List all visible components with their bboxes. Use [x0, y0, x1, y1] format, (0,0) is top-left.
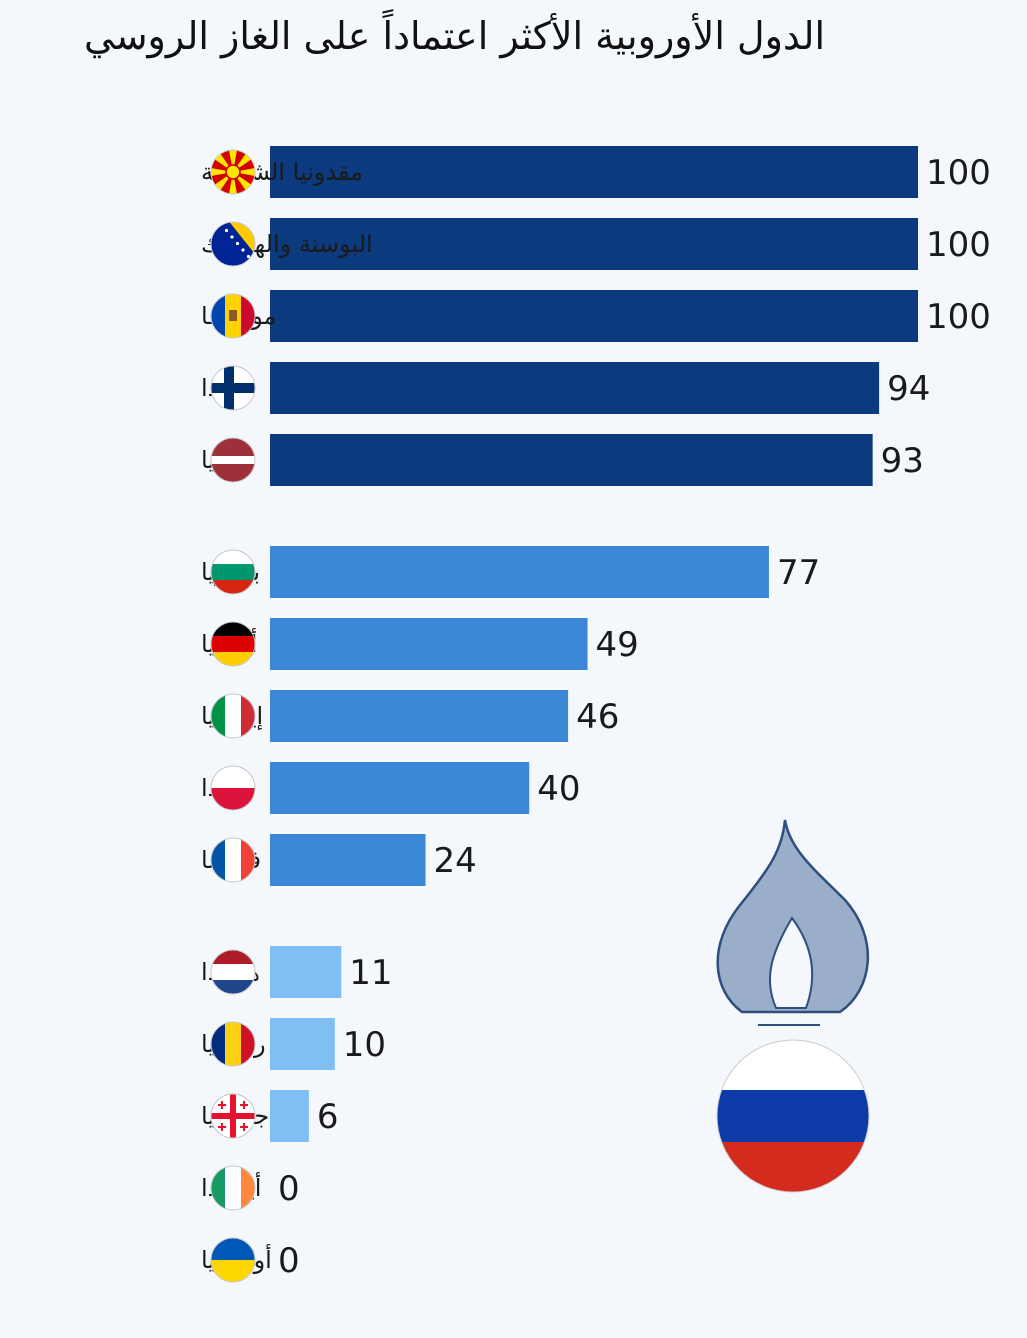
- bar: [270, 146, 918, 198]
- value-label: 46: [576, 697, 619, 737]
- bar: [270, 618, 588, 670]
- bar: [270, 290, 918, 342]
- bar: [270, 434, 873, 486]
- value-label: 10: [343, 1025, 386, 1065]
- bar: [270, 362, 880, 414]
- bar: [270, 834, 426, 886]
- romania-flag-icon: [210, 1021, 256, 1067]
- bar: [270, 690, 569, 742]
- value-label: 93: [881, 441, 924, 481]
- bar: [270, 1090, 309, 1142]
- value-label: 24: [434, 841, 477, 881]
- value-label: 100: [926, 225, 991, 265]
- russia-flag-icon: [716, 1039, 870, 1193]
- value-label: 100: [926, 297, 991, 337]
- georgia-flag-icon: [210, 1093, 256, 1139]
- finland-flag-icon: [210, 365, 256, 411]
- value-label: 0: [278, 1169, 300, 1209]
- bar-row: 49ألمانيا: [201, 618, 639, 670]
- bar: [270, 546, 769, 598]
- value-label: 11: [349, 953, 392, 993]
- france-flag-icon: [210, 837, 256, 883]
- value-label: 40: [537, 769, 580, 809]
- moldova-flag-icon: [210, 293, 256, 339]
- poland-flag-icon: [210, 765, 256, 811]
- netherlands-flag-icon: [210, 949, 256, 995]
- germany-flag-icon: [210, 621, 256, 667]
- bar-row: 77بلغاريا: [201, 546, 820, 598]
- ukraine-flag-icon: [210, 1237, 256, 1283]
- value-label: 6: [317, 1097, 339, 1137]
- bar-row: 94فنلندا: [201, 362, 930, 414]
- bar: [270, 946, 342, 998]
- bar-row: 46إيطاليا: [201, 690, 619, 742]
- value-label: 77: [777, 553, 820, 593]
- value-label: 49: [596, 625, 639, 665]
- value-label: 94: [887, 369, 930, 409]
- bulgaria-flag-icon: [210, 549, 256, 595]
- latvia-flag-icon: [210, 437, 256, 483]
- bar: [270, 1018, 335, 1070]
- value-label: 100: [926, 153, 991, 193]
- north-macedonia-flag-icon: [210, 149, 256, 195]
- bosnia-herzegovina-flag-icon: [210, 221, 256, 267]
- gas-flame-icon: [716, 819, 869, 1026]
- value-label: 0: [278, 1241, 300, 1281]
- chart-title: الدول الأوروبية الأكثر اعتماداً على الغا…: [84, 14, 825, 58]
- bar-row: 93لاتفيا: [201, 434, 924, 486]
- bar-row: 100مولدوفا: [201, 290, 991, 342]
- italy-flag-icon: [210, 693, 256, 739]
- ireland-flag-icon: [210, 1165, 256, 1211]
- bar: [270, 218, 918, 270]
- bar-row: 40بولندا: [201, 762, 580, 814]
- bar: [270, 762, 530, 814]
